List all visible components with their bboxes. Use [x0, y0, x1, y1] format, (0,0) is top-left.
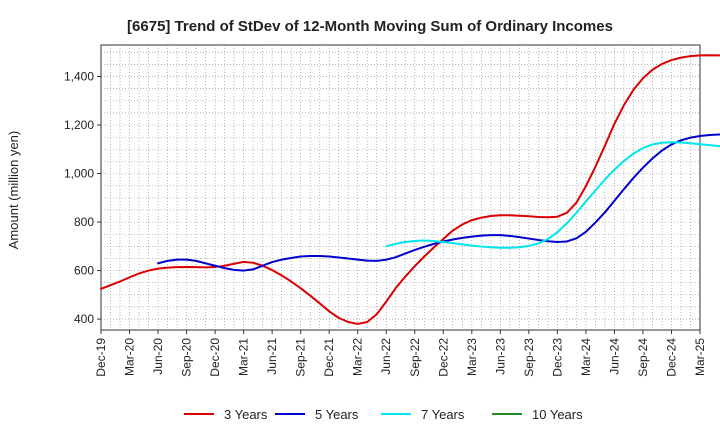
x-tick-label: Mar-25	[693, 338, 707, 376]
x-tick-label: Dec-22	[436, 338, 450, 377]
series-line-5-years	[157, 133, 720, 272]
y-tick-label: 1,000	[64, 167, 94, 181]
x-tick-label: Dec-20	[208, 338, 222, 377]
x-tick-label: Dec-19	[94, 338, 108, 377]
y-tick-label: 400	[74, 312, 94, 326]
x-tick-label: Dec-23	[550, 338, 564, 377]
x-tick-label: Mar-20	[123, 338, 137, 376]
grid	[101, 45, 700, 330]
chart-title: [6675] Trend of StDev of 12-Month Moving…	[127, 18, 613, 35]
x-tick-label: Jun-21	[265, 338, 279, 375]
y-tick-label: 600	[74, 264, 94, 278]
x-axis-ticks: Dec-19 Mar-20 Jun-20 Sep-20 Dec-20 Mar-21 Jun-…	[94, 330, 707, 377]
x-tick-label: Jun-24	[607, 338, 621, 375]
legend: 3 Years 5 Years 7 Years 10 Years	[184, 407, 583, 422]
x-tick-label: Mar-23	[465, 338, 479, 376]
x-tick-label: Sep-23	[522, 338, 536, 377]
x-tick-label: Sep-21	[294, 338, 308, 377]
y-axis-ticks: 400 600 800 1,000 1,200 1,400	[64, 70, 101, 326]
x-tick-label: Jun-22	[379, 338, 393, 375]
x-tick-label: Dec-24	[664, 338, 678, 377]
x-tick-label: Dec-21	[322, 338, 336, 377]
x-tick-label: Mar-22	[351, 338, 365, 376]
series-lines	[100, 54, 720, 325]
x-tick-label: Jun-23	[493, 338, 507, 375]
y-tick-label: 800	[74, 215, 94, 229]
series-line-7-years	[385, 141, 720, 249]
legend-label: 7 Years	[421, 407, 465, 422]
y-axis-label: Amount (million yen)	[6, 131, 21, 250]
series-line-3-years	[100, 54, 720, 325]
x-tick-label: Sep-24	[636, 338, 650, 377]
y-tick-label: 1,400	[64, 70, 94, 84]
y-tick-label: 1,200	[64, 118, 94, 132]
x-tick-label: Jun-20	[151, 338, 165, 375]
x-tick-label: Mar-24	[579, 338, 593, 376]
x-tick-label: Sep-20	[180, 338, 194, 377]
legend-label: 10 Years	[532, 407, 583, 422]
legend-label: 3 Years	[224, 407, 268, 422]
plot-area	[100, 44, 701, 331]
x-tick-label: Mar-21	[237, 338, 251, 376]
x-tick-label: Sep-22	[408, 338, 422, 377]
legend-label: 5 Years	[315, 407, 359, 422]
